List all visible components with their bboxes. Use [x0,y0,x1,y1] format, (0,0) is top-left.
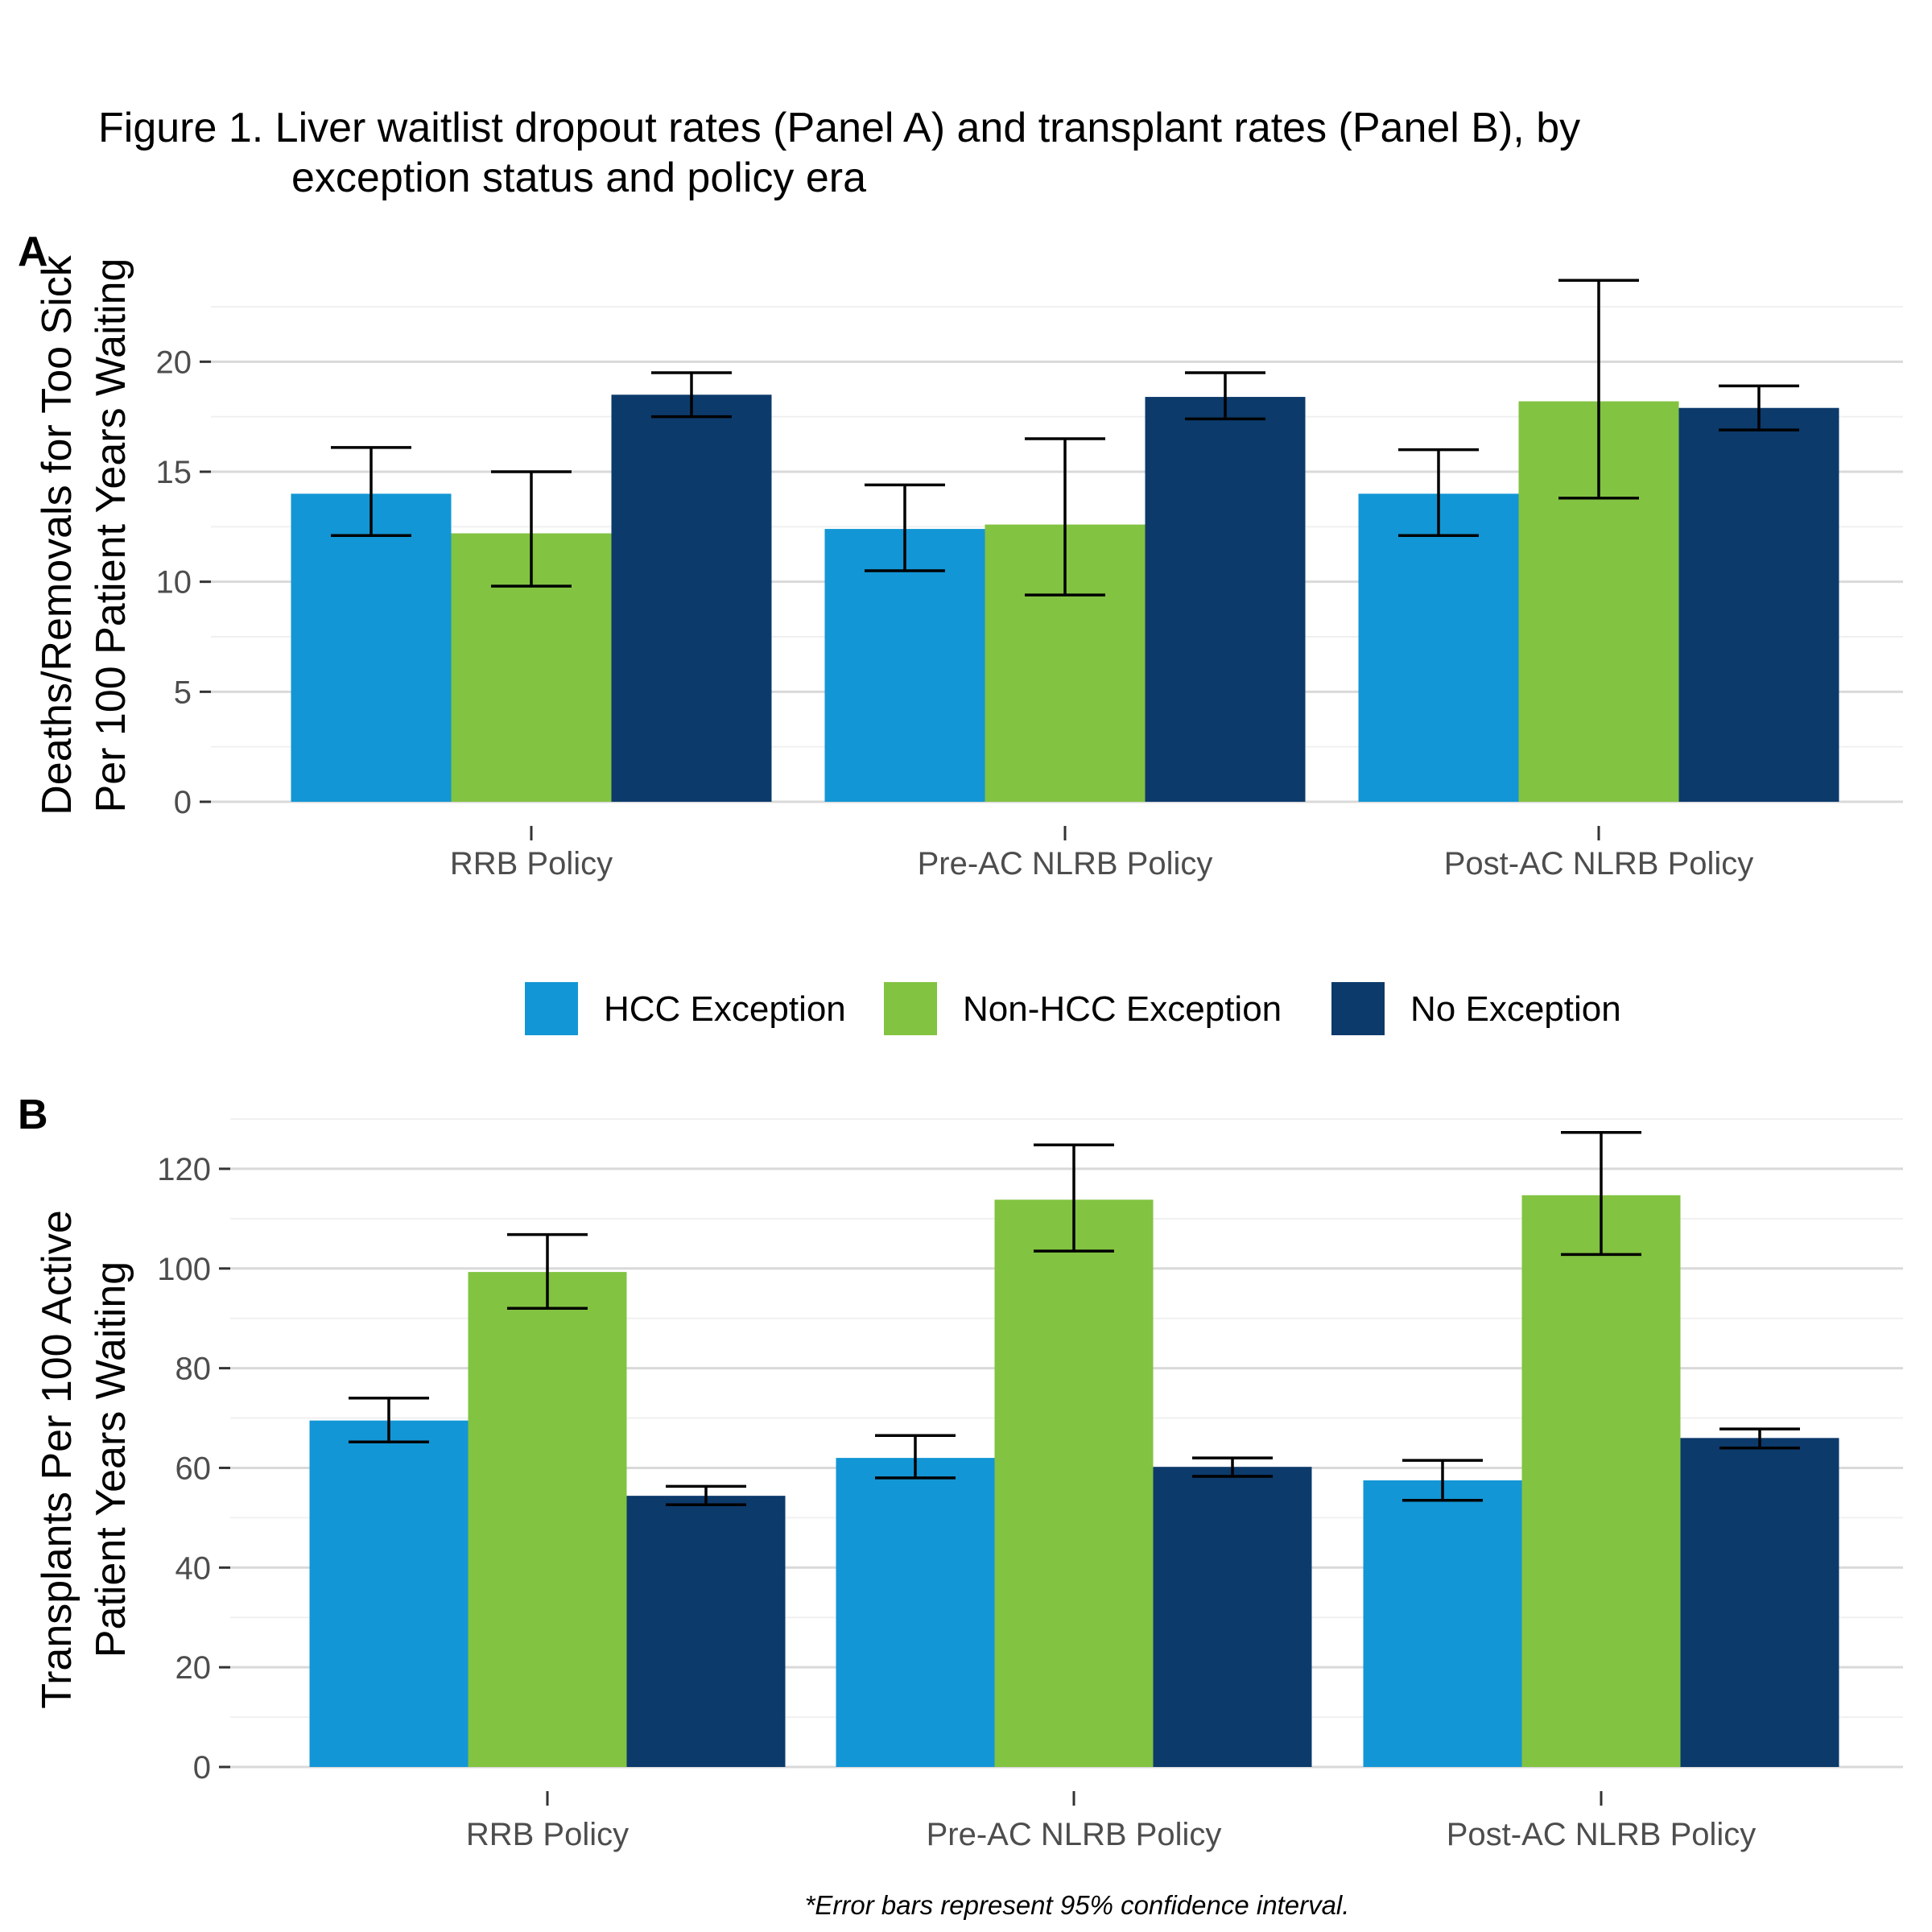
panel-a-y-tick-label: 15 [156,455,192,490]
panel-a-x-tick-label-post-ac-nlrb: Post-AC NLRB Policy [1444,846,1754,881]
bar-a-post-ac-nlrb-hcc [1358,493,1519,802]
figure-title: Figure 1. Liver waitlist dropout rates (… [98,105,1580,201]
error-bar-a-rrb-hcc [331,446,411,538]
panel-b-x-tick-label-post-ac-nlrb: Post-AC NLRB Policy [1447,1817,1757,1852]
panel-b-y-tick-label: 80 [175,1352,212,1387]
bar-a-post-ac-nlrb-no-exception [1678,407,1839,802]
bar-a-rrb-no-exception [611,394,772,802]
legend-swatch-hcc [525,982,578,1035]
bar-b-pre-ac-nlrb-hcc [836,1458,995,1767]
bar-b-rrb-no-exception [626,1496,786,1767]
error-bar-b-pre-ac-nlrb-no-exception [1192,1456,1273,1478]
panel-b-tag: B [18,1092,48,1138]
panel-a-y-tick-label: 20 [156,345,192,380]
panel-b-y-tick-label: 20 [175,1650,212,1686]
legend-label-hcc: HCC Exception [604,989,846,1029]
error-bar-a-post-ac-nlrb-non-hcc [1558,279,1639,500]
title-line-1: Figure 1. Liver waitlist dropout rates (… [98,105,1580,151]
panel-b-y-axis-title-line-2: Patient Years Waiting [88,1261,134,1657]
error-bar-a-pre-ac-nlrb-hcc [865,483,945,572]
legend-label-no-exception: No Exception [1410,989,1621,1029]
title-line-2: exception status and policy era [291,155,866,201]
error-bar-b-pre-ac-nlrb-hcc [875,1434,956,1480]
bar-b-rrb-hcc [309,1420,469,1767]
bar-a-pre-ac-nlrb-no-exception [1145,397,1306,802]
panel-b-y-tick-label: 40 [175,1550,212,1586]
bar-a-pre-ac-nlrb-hcc [824,529,985,802]
panel-b-y-tick-label: 100 [157,1252,211,1287]
panel-b-y-tick-label: 0 [193,1750,211,1785]
error-bar-b-post-ac-nlrb-no-exception [1719,1427,1800,1450]
error-bar-b-post-ac-nlrb-hcc [1402,1459,1483,1502]
panel-a-y-axis-title-line-1: Deaths/Removals for Too Sick [34,254,80,815]
panel-a-x-tick-label-rrb: RRB Policy [450,846,613,881]
panel-a-y-tick-label: 5 [174,675,192,710]
panel-a-x-tick-label-pre-ac-nlrb: Pre-AC NLRB Policy [918,846,1213,881]
bar-b-post-ac-nlrb-hcc [1363,1480,1522,1767]
legend-swatch-no-exception [1331,982,1385,1035]
legend: HCC Exception Non-HCC Exception No Excep… [525,982,1621,1035]
bar-b-post-ac-nlrb-no-exception [1680,1438,1839,1767]
panel-b-x-tick-label-pre-ac-nlrb: Pre-AC NLRB Policy [927,1817,1222,1852]
bar-b-rrb-non-hcc [468,1272,627,1767]
panel-b-chart: 0 20 40 60 80 100 120 RRB Policy Pre-AC NLRB Pol… [34,1118,1903,1852]
panel-a-y-tick-label: 10 [156,565,192,601]
error-bar-b-pre-ac-nlrb-non-hcc [1034,1143,1114,1253]
error-bar-a-post-ac-nlrb-hcc [1398,448,1479,538]
bar-b-post-ac-nlrb-non-hcc [1521,1195,1681,1767]
error-bar-b-rrb-hcc [349,1397,429,1444]
error-bar-b-rrb-no-exception [666,1484,746,1507]
bar-b-pre-ac-nlrb-no-exception [1153,1467,1312,1767]
error-bar-b-rrb-non-hcc [507,1232,588,1311]
error-bar-a-rrb-non-hcc [491,470,572,588]
bar-b-pre-ac-nlrb-non-hcc [994,1199,1154,1767]
error-bar-b-post-ac-nlrb-non-hcc [1561,1130,1641,1257]
panel-a-tag: A [18,229,48,275]
caption: *Error bars represent 95% confidence int… [805,1890,1350,1920]
error-bar-a-pre-ac-nlrb-no-exception [1185,371,1265,421]
panel-b-y-tick-label: 120 [157,1152,211,1187]
bar-a-rrb-hcc [291,493,452,802]
panel-a-y-tick-label: 0 [174,785,192,820]
legend-label-non-hcc: Non-HCC Exception [963,989,1282,1029]
error-bar-a-pre-ac-nlrb-non-hcc [1025,437,1105,597]
panel-b-y-tick-label: 60 [175,1451,212,1486]
error-bar-a-rrb-no-exception [651,371,732,419]
panel-a-y-axis-title-line-2: Per 100 Patient Years Waiting [88,258,134,813]
legend-swatch-non-hcc [884,982,937,1035]
panel-b-y-axis-title-line-1: Transplants Per 100 Active [34,1210,80,1709]
panel-a-chart: 0 5 10 15 20 RRB Policy Pre-AC NLRB Policy Post… [34,254,1903,881]
panel-b-x-tick-label-rrb: RRB Policy [466,1817,629,1852]
error-bar-a-post-ac-nlrb-no-exception [1719,384,1799,431]
